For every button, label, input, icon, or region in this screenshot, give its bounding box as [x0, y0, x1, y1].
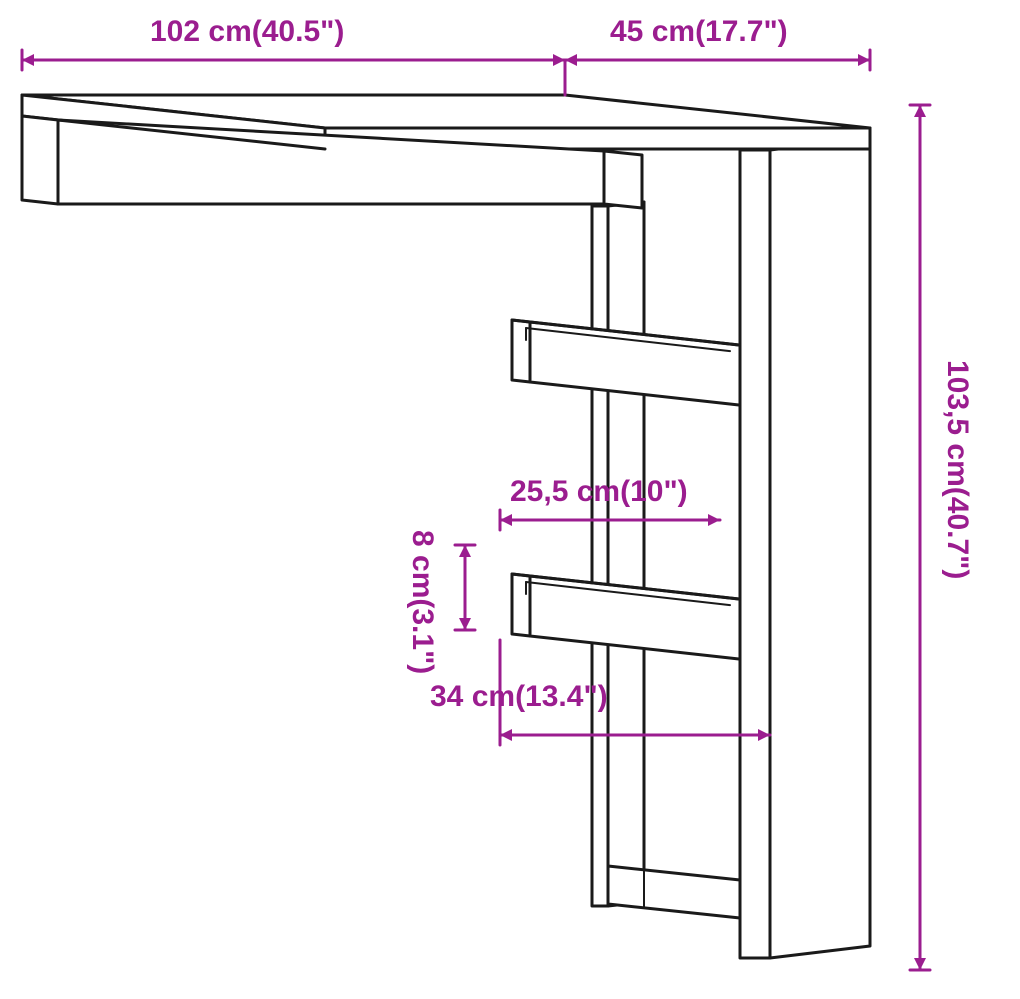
- dim-shelf-depth-label: 34 cm(13.4"): [430, 680, 608, 714]
- dim-shelf-height-label: 8 cm(3.1"): [405, 530, 439, 674]
- dim-height-label: 103,5 cm(40.7"): [940, 360, 974, 579]
- dim-depth-label: 45 cm(17.7"): [610, 15, 788, 49]
- dim-shelf-width-label: 25,5 cm(10"): [510, 475, 688, 509]
- dim-width-label: 102 cm(40.5"): [150, 15, 344, 49]
